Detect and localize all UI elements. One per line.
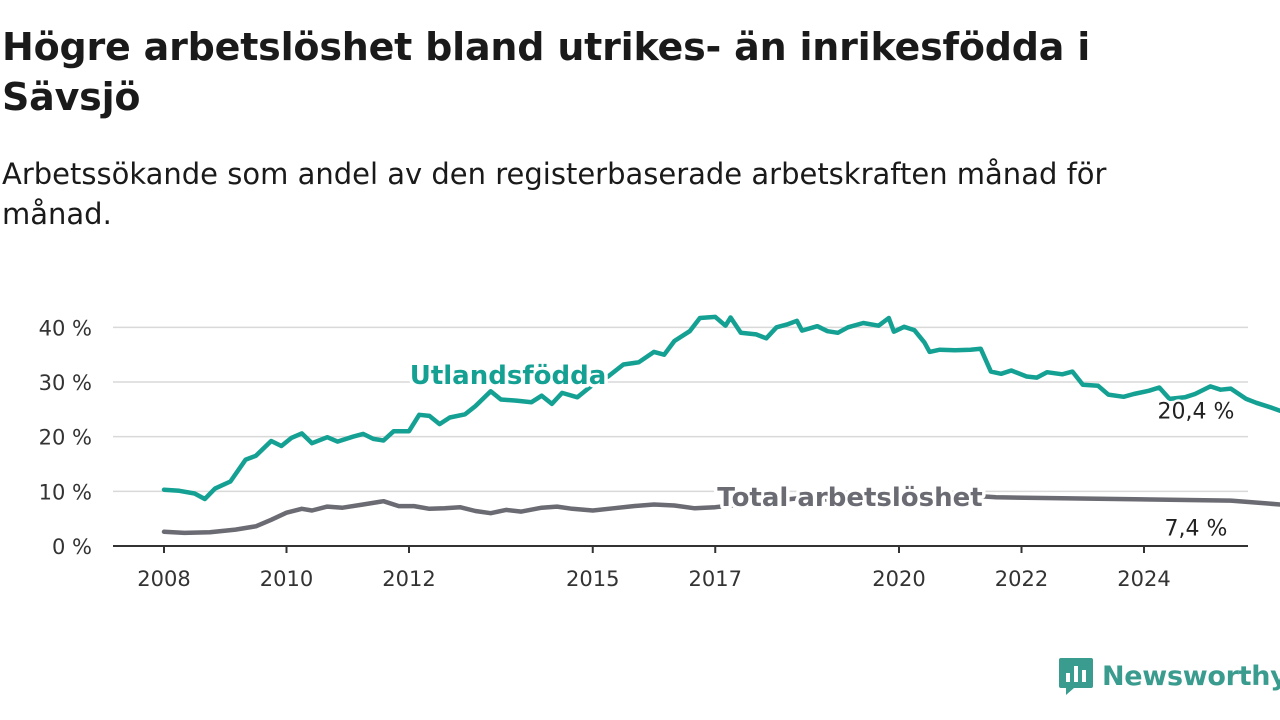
series-name-label: Utlandsfödda xyxy=(410,361,607,391)
y-tick-label: 0 % xyxy=(52,535,92,559)
newsworthy-logo: Newsworthy xyxy=(1058,654,1280,698)
series-lines xyxy=(161,314,1280,536)
series-name-label: Total arbetslöshet xyxy=(717,483,982,513)
x-tick-label: 2024 xyxy=(1117,567,1170,591)
series-line xyxy=(161,314,1280,502)
y-tick-label: 30 % xyxy=(39,371,92,395)
line-chart: 0 % 10 % 20 % 30 % 40 % 2008 2010 2012 2015 2017… xyxy=(39,314,1280,591)
y-tick-label: 20 % xyxy=(39,426,92,450)
gridlines xyxy=(113,326,1248,493)
x-tick-label: 2015 xyxy=(566,567,619,591)
x-tick-label: 2022 xyxy=(995,567,1048,591)
series-end-label: 20,4 % xyxy=(1158,399,1235,424)
series-labels: Utlandsfödda 20,4 % Total arbetslöshet 7,4 … xyxy=(406,358,1237,545)
series-line xyxy=(161,493,1280,536)
x-axis: 2008 2010 2012 2015 2017 2020 2022 2024 xyxy=(113,545,1248,591)
x-tick-label: 2012 xyxy=(382,567,435,591)
series-end-label: 7,4 % xyxy=(1165,517,1228,542)
x-tick-label: 2017 xyxy=(689,567,742,591)
chart-subtitle: Arbetssökande som andel av den registerb… xyxy=(2,157,1107,231)
y-axis-ticks: 0 % 10 % 20 % 30 % 40 % xyxy=(39,316,92,559)
brand-name: Newsworthy xyxy=(1102,660,1280,692)
chart-bubble-icon xyxy=(1059,658,1093,695)
y-tick-label: 40 % xyxy=(39,316,92,340)
x-tick-label: 2020 xyxy=(872,567,925,591)
y-tick-label: 10 % xyxy=(39,480,92,504)
x-tick-label: 2010 xyxy=(260,567,313,591)
x-tick-label: 2008 xyxy=(137,567,190,591)
chart-title: Högre arbetslöshet bland utrikes- än inr… xyxy=(2,25,1091,119)
